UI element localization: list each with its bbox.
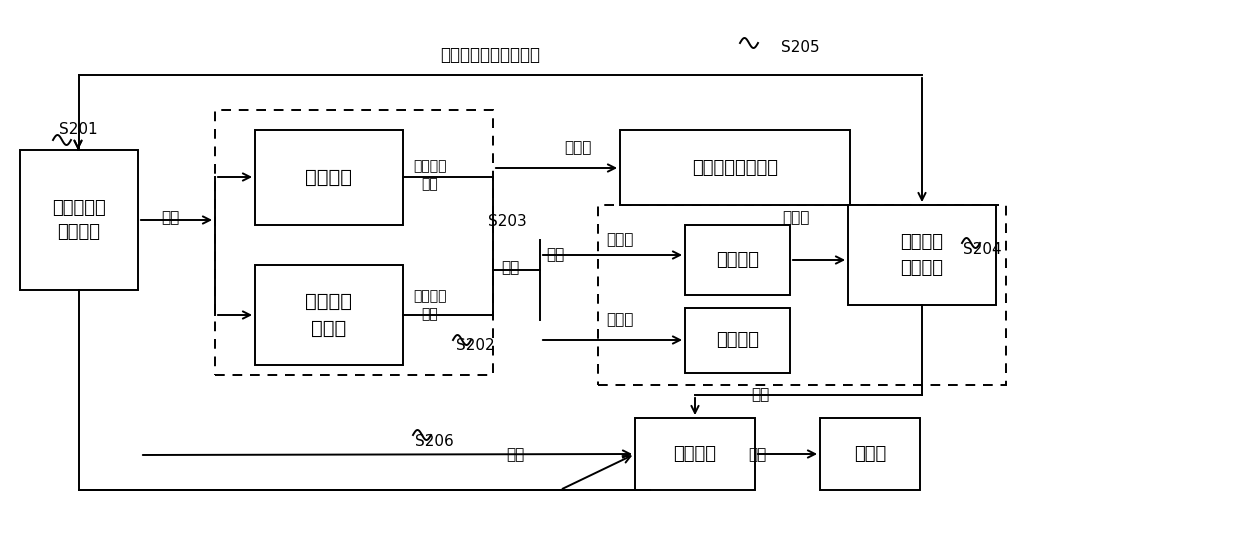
Text: S201: S201 xyxy=(58,123,97,138)
Text: 构建: 构建 xyxy=(751,388,769,402)
Bar xyxy=(848,205,996,305)
Bar xyxy=(20,150,138,290)
Bar xyxy=(684,225,790,295)
Bar xyxy=(620,130,849,205)
Bar xyxy=(684,308,790,373)
Text: 一致: 一致 xyxy=(546,247,564,262)
Text: 异常样本: 异常样本 xyxy=(715,332,759,349)
Text: S203: S203 xyxy=(487,214,526,230)
Text: 比对: 比对 xyxy=(501,260,520,275)
Text: 时间序列中
的序列点: 时间序列中 的序列点 xyxy=(52,199,105,241)
Text: 忽略当前的序列点: 忽略当前的序列点 xyxy=(692,159,777,177)
Text: 不一致: 不一致 xyxy=(564,140,591,156)
Text: 正常样本: 正常样本 xyxy=(715,251,759,269)
Text: 第一确定
结果: 第一确定 结果 xyxy=(413,159,446,191)
Text: 统计模型: 统计模型 xyxy=(305,168,352,187)
Bar xyxy=(255,265,403,365)
Bar xyxy=(820,418,920,490)
Bar xyxy=(255,130,403,225)
Bar xyxy=(598,205,1006,385)
Text: S206: S206 xyxy=(414,435,454,449)
Text: 第二确定
结果: 第二确定 结果 xyxy=(413,289,446,321)
Bar xyxy=(215,110,494,375)
Text: 下采样的
正常样本: 下采样的 正常样本 xyxy=(900,233,944,276)
Text: 无监督学
习模型: 无监督学 习模型 xyxy=(305,292,352,338)
Text: 分类模型: 分类模型 xyxy=(673,445,717,463)
Text: 输入: 输入 xyxy=(506,448,525,462)
Bar xyxy=(635,418,755,490)
Text: 下采样: 下采样 xyxy=(782,211,810,226)
Text: 标记: 标记 xyxy=(748,448,766,462)
Text: 输入: 输入 xyxy=(161,211,179,226)
Text: 对下一序列点进行检测: 对下一序列点进行检测 xyxy=(440,46,539,64)
Text: S205: S205 xyxy=(781,40,820,56)
Text: S202: S202 xyxy=(455,338,495,353)
Text: S204: S204 xyxy=(962,242,1002,258)
Text: 异常点: 异常点 xyxy=(606,313,634,327)
Text: 异常点: 异常点 xyxy=(854,445,887,463)
Text: 正常点: 正常点 xyxy=(606,233,634,247)
